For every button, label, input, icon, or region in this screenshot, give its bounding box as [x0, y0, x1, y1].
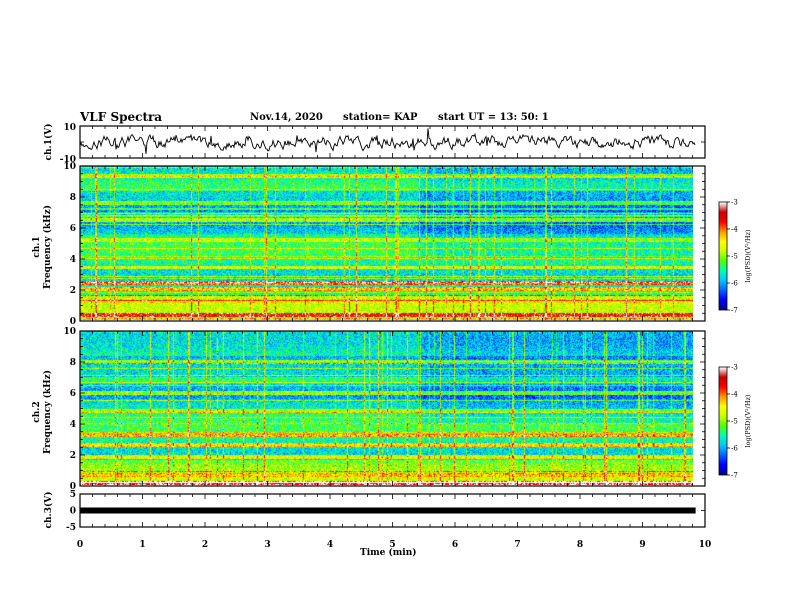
colorbar-tick-label: -4	[731, 226, 738, 234]
y-tick-label: -10	[60, 155, 76, 165]
y-tick-label: 8	[70, 358, 76, 368]
ch1-waveform-ylabel: ch.1(V)	[44, 123, 54, 161]
x-tick-label: 1	[139, 540, 145, 550]
colorbar-tick-label: -7	[731, 472, 738, 480]
colorbar-frame	[718, 201, 728, 311]
x-tick-label: 4	[327, 540, 333, 550]
y-tick-label: 8	[70, 193, 76, 203]
y-tick-label: 0	[70, 482, 76, 492]
colorbar-tick-label: -6	[731, 445, 738, 453]
colorbar-label: log(PSD)(V²/Hz)	[744, 394, 752, 447]
colorbar-label: log(PSD)(V²/Hz)	[744, 229, 752, 282]
colorbar-tick-label: -7	[731, 307, 738, 315]
y-tick-label: -5	[66, 523, 76, 533]
ch3-waveform-ylabel: ch.3(V)	[44, 491, 54, 529]
x-tick-label: 9	[639, 540, 645, 550]
station-label: station= KAP	[343, 112, 418, 123]
colorbar-tick-label: -3	[731, 364, 738, 372]
y-tick-label: 4	[70, 255, 76, 265]
ch2-freq-label: Frequency (kHz)	[43, 370, 53, 455]
ch2-spectrogram-frame	[79, 330, 706, 487]
y-tick-label: 10	[63, 327, 76, 337]
x-tick-label: 8	[577, 540, 583, 550]
y-tick-label: 0	[70, 317, 76, 327]
ch1-freq-label: Frequency (kHz)	[43, 205, 53, 290]
x-tick-label: 7	[514, 540, 520, 550]
figure-title: VLF Spectra	[80, 110, 163, 124]
ch1-colorbar	[719, 202, 727, 310]
ch2-spectrogram	[80, 331, 693, 485]
x-tick-label: 5	[389, 540, 395, 550]
x-axis-label: Time (min)	[360, 548, 417, 558]
ch2-spectrogram-ylabel: ch.2 Frequency (kHz)	[32, 367, 54, 457]
ch1-spectrogram-frame	[79, 165, 706, 322]
y-tick-label: 2	[70, 451, 76, 461]
ch1-waveform-trace	[79, 128, 696, 154]
colorbar-tick-label: -6	[731, 280, 738, 288]
x-tick-label: 6	[452, 540, 458, 550]
x-tick-label: 3	[264, 540, 270, 550]
x-tick-label: 10	[699, 540, 712, 550]
x-tick-label: 2	[202, 540, 208, 550]
y-tick-label: 2	[70, 286, 76, 296]
colorbar-frame	[718, 366, 728, 476]
ch1-spectrogram-ylabel: ch.1 Frequency (kHz)	[32, 202, 54, 292]
ch2-channel-label: ch.2	[32, 401, 42, 423]
colorbar-tick-label: -5	[731, 253, 738, 261]
ch2-colorbar	[719, 367, 727, 475]
y-tick-label: 4	[70, 420, 76, 430]
y-tick-label: 0	[70, 507, 76, 517]
ch3-waveform-trace	[80, 507, 696, 514]
colorbar-tick-label: -5	[731, 418, 738, 426]
ch1-channel-label: ch.1	[32, 236, 42, 258]
colorbar-tick-label: -3	[731, 199, 738, 207]
start-time-label: start UT = 13: 50: 1	[438, 112, 549, 123]
ch1-spectrogram	[80, 166, 693, 320]
date-label: Nov.14, 2020	[250, 112, 323, 123]
y-tick-label: 5	[70, 490, 76, 500]
colorbar-tick-label: -4	[731, 391, 738, 399]
y-tick-label: 10	[63, 162, 76, 172]
y-tick-label: 10	[63, 123, 76, 133]
x-tick-label: 0	[77, 540, 83, 550]
y-tick-label: 6	[70, 224, 76, 234]
y-tick-label: 6	[70, 389, 76, 399]
